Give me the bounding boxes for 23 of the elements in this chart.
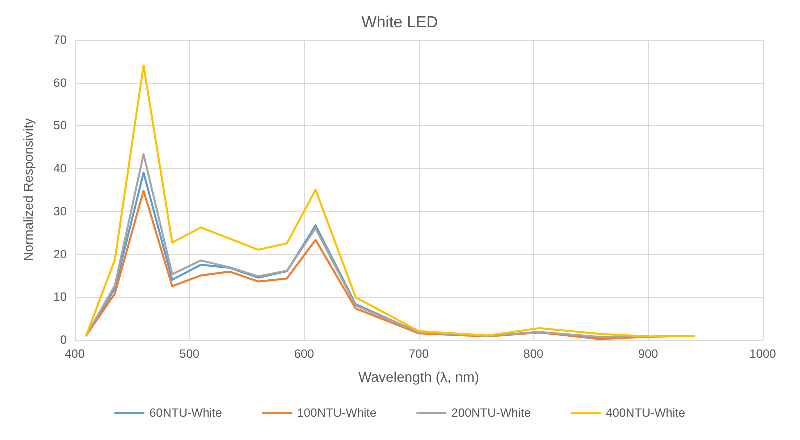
x-tick-label: 600: [294, 347, 315, 361]
x-tick-label: 500: [180, 347, 200, 361]
y-tick-label: 50: [54, 118, 68, 133]
y-tick-label: 40: [54, 162, 68, 176]
x-tick-label: 1000: [750, 347, 777, 361]
x-tick-label: 700: [408, 347, 430, 361]
y-tick-label: 10: [54, 290, 68, 304]
y-axis-title: Normalized Responsivity: [21, 118, 36, 262]
chart-title: White LED: [362, 14, 438, 32]
x-axis-title: Wavelength (λ, nm): [358, 369, 480, 385]
x-tick-label: 800: [524, 347, 544, 361]
x-tick-label: 900: [638, 347, 659, 361]
legend-label: 100NTU-White: [297, 406, 377, 420]
y-tick-label: 0: [60, 333, 68, 347]
y-tick-label: 70: [54, 33, 68, 47]
x-tick-label: 400: [64, 347, 86, 361]
line-series: [85, 64, 696, 338]
legend-label: 200NTU-White: [452, 406, 532, 420]
y-tick-label: 60: [54, 76, 68, 90]
y-tick-label: 30: [54, 204, 68, 218]
legend-label: 400NTU-White: [606, 406, 686, 420]
legend-label: 60NTU-White: [150, 406, 223, 420]
y-tick-label: 20: [54, 247, 68, 262]
